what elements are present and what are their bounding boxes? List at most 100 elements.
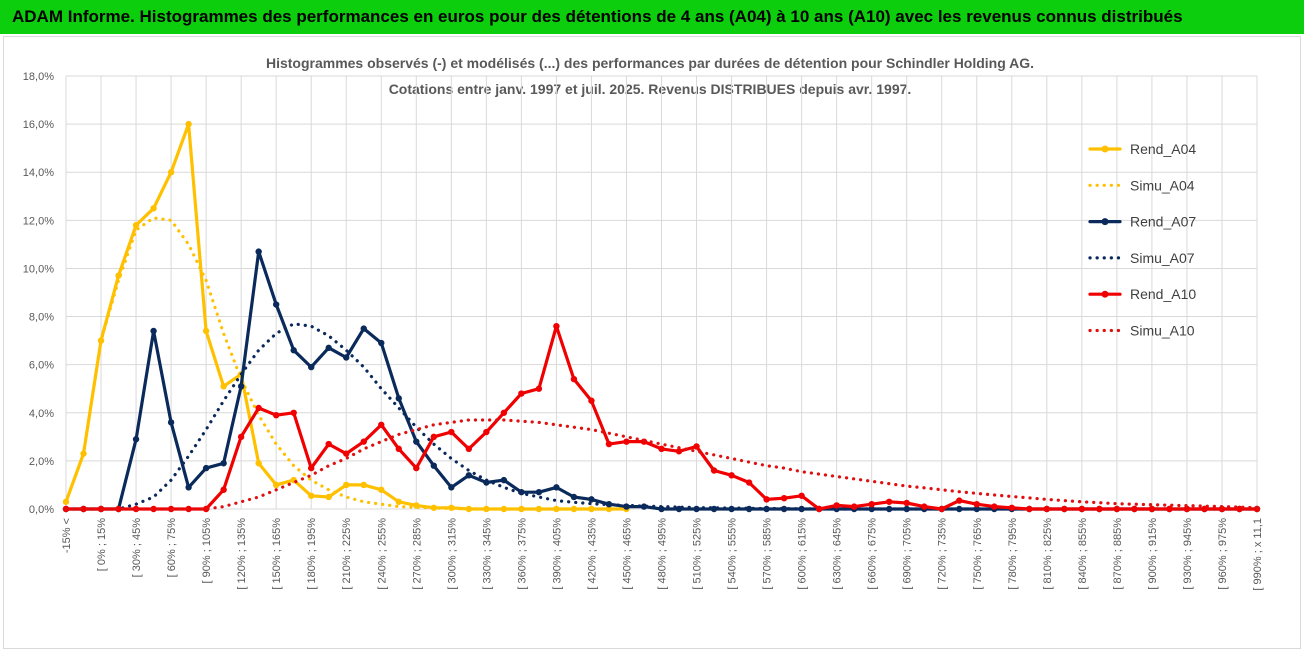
data-point-rend_a07 (290, 347, 297, 354)
data-point-rend_a10 (658, 445, 665, 453)
data-point-rend_a10 (588, 397, 595, 404)
data-point-rend_a10 (903, 499, 910, 507)
legend-label-simu_a04: Simu_A04 (1130, 177, 1195, 193)
legend-label-rend_a10: Rend_A10 (1130, 286, 1196, 302)
data-point-rend_a10 (150, 505, 157, 513)
x-tick-label: [ 210% ; 225% (341, 518, 353, 590)
legend-marker-rend_a10 (1101, 290, 1109, 298)
data-point-rend_a07 (167, 419, 175, 426)
data-point-rend_a07 (395, 395, 402, 402)
data-point-rend_a10 (395, 445, 402, 453)
y-tick-label: 2,0% (29, 456, 54, 468)
data-point-rend_a10 (956, 497, 963, 504)
data-point-rend_a10 (991, 503, 998, 510)
legend-label-rend_a07: Rend_A07 (1130, 214, 1196, 230)
x-tick-label: [ 900% ; 915% (1147, 518, 1159, 590)
x-tick-label: [ 270% ; 285% (411, 518, 423, 590)
data-point-rend_a07 (448, 484, 455, 491)
data-point-rend_a10 (675, 448, 683, 455)
x-tick-label: [ 810% ; 825% (1042, 518, 1054, 590)
x-tick-label: [ 450% ; 465% (621, 518, 633, 590)
x-tick-label: [ 360% ; 375% (516, 518, 528, 590)
data-point-rend_a10 (763, 496, 770, 503)
data-point-rend_a10 (1236, 505, 1243, 513)
data-point-rend_a10 (1201, 505, 1208, 513)
data-point-rend_a04 (483, 505, 490, 513)
data-point-rend_a10 (605, 440, 613, 448)
data-point-rend_a10 (1061, 505, 1068, 513)
data-point-rend_a10 (1026, 505, 1033, 513)
data-point-rend_a10 (938, 505, 945, 513)
chart-frame (3, 36, 1301, 649)
x-tick-label: [ 720% ; 735% (937, 518, 949, 590)
data-point-rend_a10 (1078, 505, 1086, 513)
data-point-rend_a10 (693, 443, 700, 450)
data-point-rend_a07 (973, 505, 980, 513)
data-point-rend_a04 (272, 481, 280, 489)
data-point-rend_a10 (430, 433, 438, 441)
data-point-rend_a04 (132, 221, 140, 229)
data-point-rend_a10 (973, 500, 980, 508)
y-tick-label: 4,0% (29, 408, 54, 420)
data-point-rend_a10 (623, 438, 630, 445)
data-point-rend_a10 (850, 503, 858, 510)
x-tick-label: [ 0% ; 15% (96, 518, 108, 571)
x-tick-label: [ 510% ; 525% (692, 518, 704, 590)
y-tick-label: 12,0% (23, 215, 54, 227)
data-point-rend_a10 (290, 409, 297, 416)
data-point-rend_a04 (343, 481, 350, 489)
x-tick-label: [ 840% ; 855% (1077, 518, 1089, 590)
y-tick-label: 6,0% (29, 360, 54, 372)
data-point-rend_a04 (185, 120, 192, 128)
chart-title: Histogrammes observés (-) et modélisés (… (265, 55, 1035, 71)
data-point-rend_a07 (745, 505, 753, 513)
data-point-rend_a10 (868, 500, 875, 508)
data-point-rend_a10 (308, 464, 315, 472)
data-point-rend_a10 (500, 409, 508, 416)
data-point-rend_a07 (570, 493, 578, 501)
x-tick-label: [ 870% ; 885% (1112, 518, 1124, 590)
x-tick-label: [ 630% ; 645% (832, 518, 844, 590)
data-point-rend_a10 (1131, 505, 1138, 513)
data-point-rend_a07 (465, 472, 473, 479)
data-point-rend_a10 (535, 385, 543, 392)
data-point-rend_a10 (378, 421, 385, 429)
data-point-rend_a07 (272, 301, 280, 308)
data-point-rend_a04 (378, 486, 385, 493)
data-point-rend_a07 (378, 339, 385, 347)
data-point-rend_a07 (343, 354, 350, 361)
data-point-rend_a07 (588, 496, 595, 503)
x-tick-label: [ 600% ; 615% (797, 518, 809, 590)
x-tick-label: [ 540% ; 555% (727, 518, 739, 590)
data-point-rend_a10 (745, 479, 753, 486)
chart-subtitle: Cotations entre janv. 1997 et juil. 2025… (388, 81, 912, 97)
data-point-rend_a07 (500, 476, 508, 484)
data-point-rend_a04 (553, 505, 560, 513)
x-tick-label: [ 240% ; 255% (376, 518, 388, 590)
data-point-rend_a10 (237, 433, 245, 441)
data-point-rend_a10 (815, 505, 823, 513)
data-point-rend_a10 (185, 505, 192, 513)
data-point-rend_a10 (710, 467, 718, 474)
data-point-rend_a10 (570, 375, 578, 383)
data-point-rend_a10 (255, 404, 262, 412)
legend-label-simu_a10: Simu_A10 (1130, 323, 1195, 339)
data-point-rend_a07 (903, 505, 910, 513)
data-point-rend_a10 (1183, 505, 1191, 513)
data-point-rend_a10 (1043, 505, 1051, 513)
data-point-rend_a10 (1148, 505, 1156, 513)
data-point-rend_a10 (465, 445, 473, 453)
data-point-rend_a07 (430, 462, 438, 469)
data-point-rend_a10 (80, 505, 87, 513)
data-point-rend_a04 (255, 460, 262, 467)
data-point-rend_a07 (360, 325, 367, 332)
x-tick-label: [ 180% ; 195% (306, 518, 318, 590)
data-point-rend_a10 (448, 428, 455, 436)
data-point-rend_a04 (167, 169, 175, 176)
y-tick-label: 14,0% (23, 167, 54, 179)
x-tick-label: [ 420% ; 435% (586, 518, 598, 590)
data-point-rend_a10 (518, 390, 525, 397)
legend-label-simu_a07: Simu_A07 (1130, 250, 1195, 266)
x-tick-label: [ 960% ; 975% (1217, 518, 1229, 590)
